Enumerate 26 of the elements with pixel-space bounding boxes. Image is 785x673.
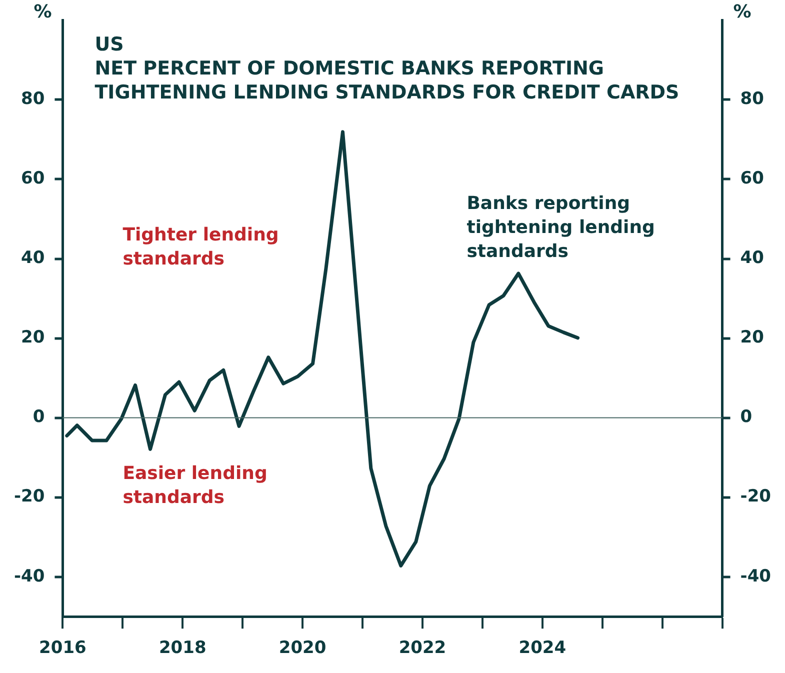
x-tick-label: 2022 bbox=[398, 638, 446, 658]
y-axis-title: % bbox=[34, 2, 52, 23]
x-tick-label: 2020 bbox=[278, 638, 326, 658]
y2-tick-label: 20 bbox=[740, 328, 764, 348]
y2-axis-title: % bbox=[733, 2, 752, 23]
y2-tick-label: -20 bbox=[740, 486, 772, 507]
x-tick-label: 2016 bbox=[39, 638, 86, 658]
y-tick-label: -20 bbox=[14, 486, 45, 507]
text: Banks reporting tightening lending standards bbox=[466, 192, 655, 262]
annotation: Tighter lending standards bbox=[122, 224, 279, 270]
y2-tick-label: -40 bbox=[740, 566, 772, 586]
annotation: Easier lending standards bbox=[122, 463, 268, 508]
y2-tick-label: 80 bbox=[740, 89, 764, 110]
y2-tick-label: 0 bbox=[740, 407, 752, 428]
x-tick-label: 2018 bbox=[158, 638, 206, 658]
x-tick-label: 2024 bbox=[518, 638, 566, 658]
text: US bbox=[94, 34, 124, 56]
y-tick-label: 20 bbox=[21, 328, 45, 348]
y2-tick-label: 60 bbox=[740, 168, 764, 189]
y-tick-label: 40 bbox=[21, 248, 45, 268]
y-tick-label: 0 bbox=[32, 407, 45, 428]
y-tick-label: 80 bbox=[21, 89, 45, 110]
y2-tick-label: 40 bbox=[740, 248, 764, 268]
y-tick-label: -40 bbox=[14, 566, 45, 586]
y-tick-label: 60 bbox=[21, 168, 45, 189]
text: NET PERCENT OF DOMESTIC BANKS REPORTING TIGHTENING LENDING STANDARDS FOR CREDIT CARDS bbox=[94, 58, 680, 104]
